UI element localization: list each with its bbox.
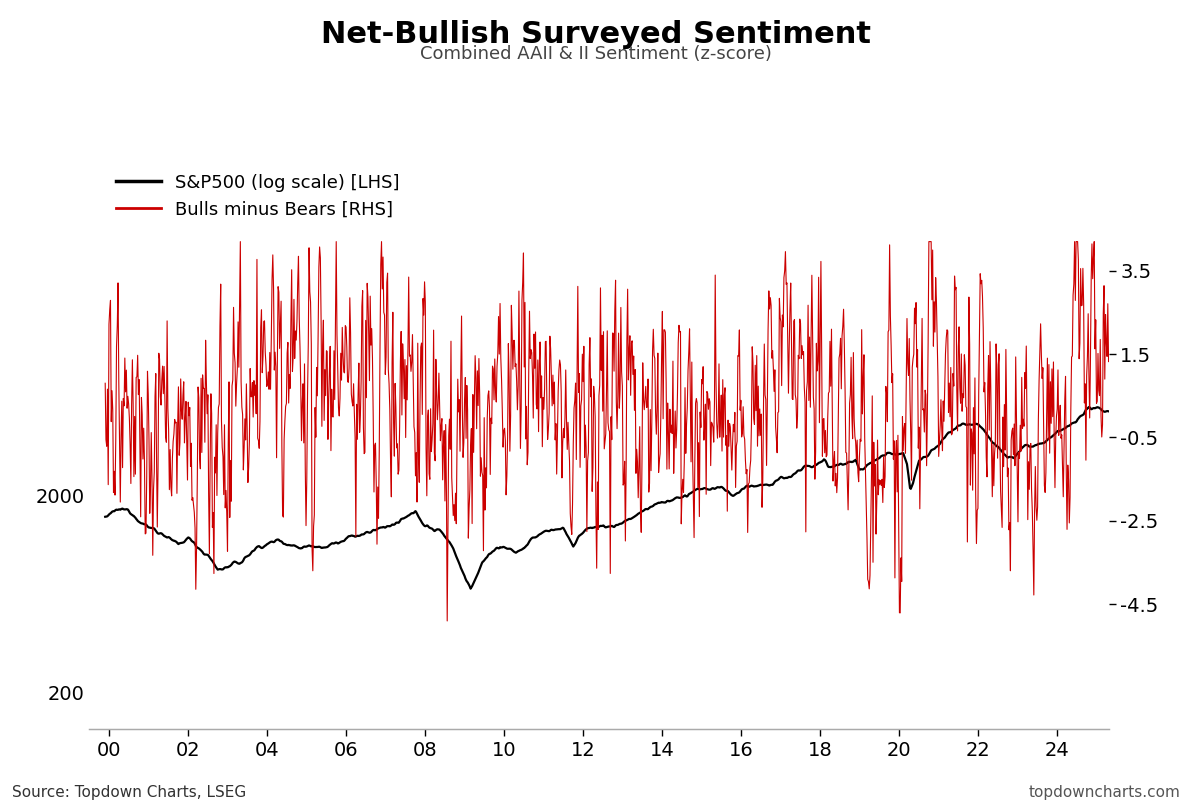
Legend: S&P500 (log scale) [LHS], Bulls minus Bears [RHS]: S&P500 (log scale) [LHS], Bulls minus Be…: [108, 167, 408, 226]
Text: Net-Bullish Surveyed Sentiment: Net-Bullish Surveyed Sentiment: [321, 20, 871, 49]
Text: topdowncharts.com: topdowncharts.com: [1029, 785, 1180, 800]
Text: Source: Topdown Charts, LSEG: Source: Topdown Charts, LSEG: [12, 785, 247, 800]
Text: Combined AAII & II Sentiment (z-score): Combined AAII & II Sentiment (z-score): [420, 45, 772, 62]
